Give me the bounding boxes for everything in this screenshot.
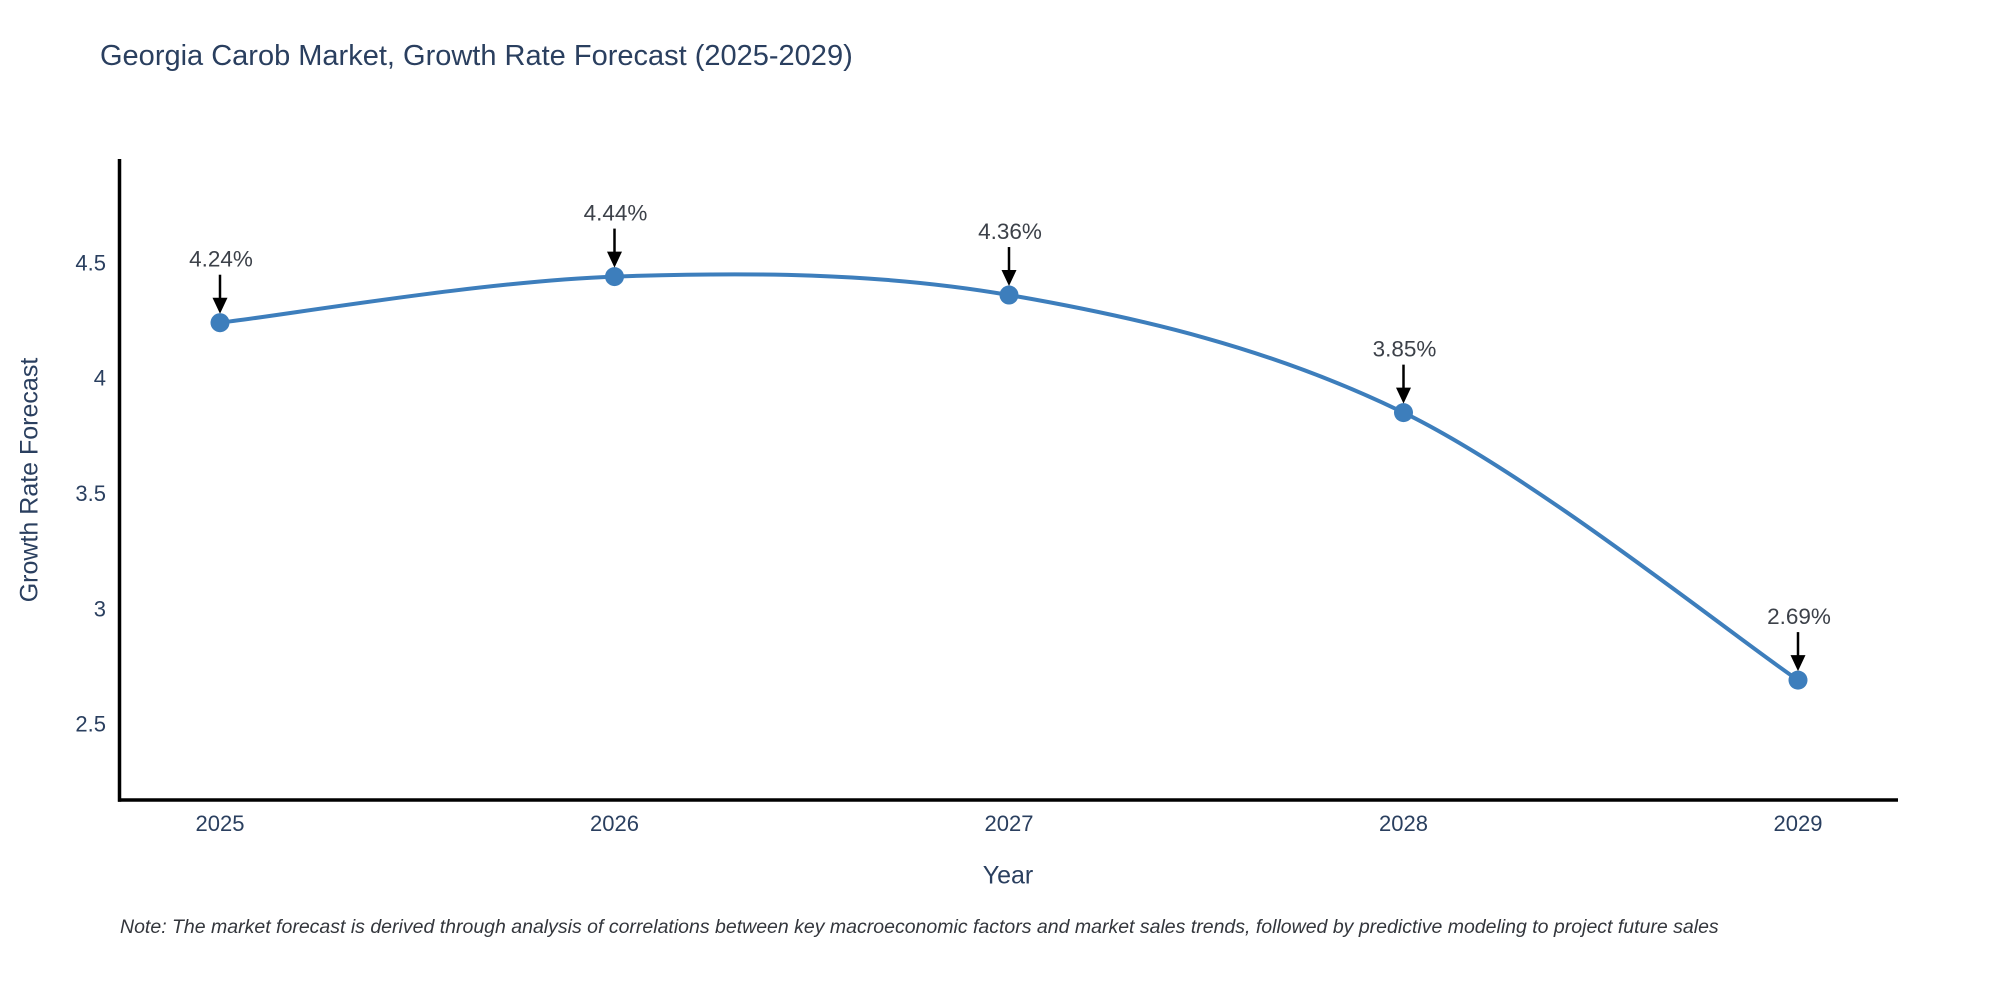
y-tick-label: 3 <box>94 596 106 621</box>
x-tick-label: 2027 <box>985 811 1034 836</box>
axes <box>117 159 1898 802</box>
point-annotations: 4.24% 4.44% 4.36% 3.85% 2.69% <box>189 201 1831 672</box>
annotation-arrowhead-icon <box>212 297 228 314</box>
forecast-line-series <box>218 272 1800 683</box>
annotation-arrowhead-icon <box>1396 387 1411 404</box>
data-point-marker <box>210 313 230 333</box>
annotation-label: 4.36% <box>978 219 1042 244</box>
data-point-marker <box>1788 670 1808 690</box>
footnote-text: Note: The market forecast is derived thr… <box>120 916 1719 938</box>
chart-title: Georgia Carob Market, Growth Rate Foreca… <box>100 40 853 72</box>
annotation-label: 4.44% <box>584 201 648 226</box>
data-point-marker <box>605 267 624 287</box>
x-tick-label: 2025 <box>196 811 245 836</box>
annotation-label: 2.69% <box>1767 604 1831 629</box>
y-tick-label: 3.5 <box>75 481 106 506</box>
data-point-markers <box>210 267 1808 690</box>
data-point-marker <box>999 285 1019 305</box>
x-tick-label: 2028 <box>1379 811 1428 836</box>
data-point-marker <box>1394 403 1413 423</box>
y-tick-label: 2.5 <box>75 712 106 737</box>
annotation-label: 4.24% <box>189 247 253 272</box>
annotation-arrowhead-icon <box>1001 270 1017 287</box>
y-axis-tick-labels: 2.5 3 3.5 4 4.5 <box>75 250 106 736</box>
annotation-arrowhead-icon <box>1790 655 1806 672</box>
y-axis-title: Growth Rate Forecast <box>15 357 44 603</box>
x-axis-title: Year <box>982 861 1034 890</box>
x-axis-tick-labels: 2025 2026 2027 2028 2029 <box>196 811 1823 836</box>
x-tick-label: 2026 <box>590 811 639 836</box>
annotation-arrowhead-icon <box>607 251 622 268</box>
forecast-line <box>218 272 1800 683</box>
annotation-label: 3.85% <box>1373 337 1437 362</box>
y-tick-label: 4 <box>94 366 106 391</box>
y-tick-label: 4.5 <box>75 250 106 275</box>
x-tick-label: 2029 <box>1774 811 1823 836</box>
